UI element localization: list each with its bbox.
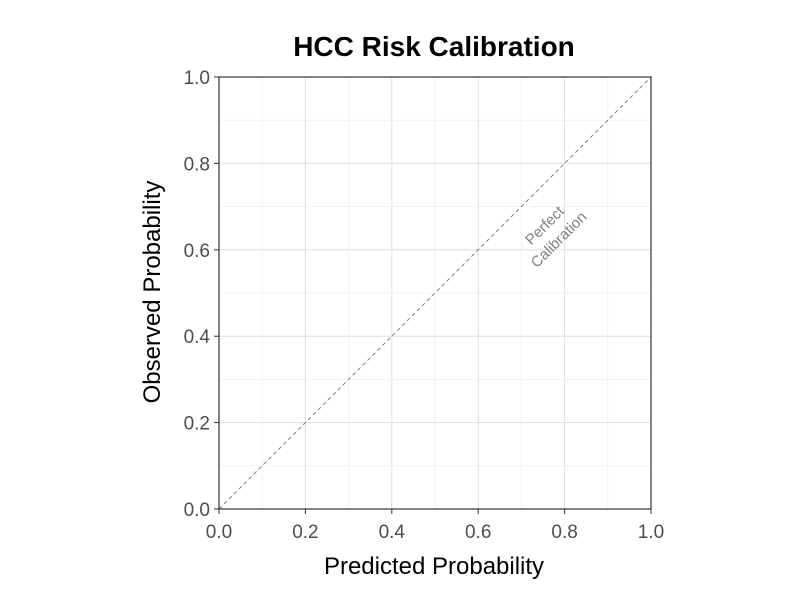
x-tick-label: 0.2 xyxy=(292,522,318,543)
perfect-calibration-line xyxy=(218,76,652,510)
y-tick-label: 1.0 xyxy=(184,68,210,89)
y-axis-label: Observed Probability xyxy=(139,181,166,404)
x-axis-label: Predicted Probability xyxy=(324,553,544,580)
y-tick-label: 0.8 xyxy=(184,154,210,175)
y-tick-label: 0.4 xyxy=(184,327,211,348)
x-tick-label: 1.0 xyxy=(638,522,664,543)
y-tick-label: 0.0 xyxy=(184,500,210,521)
axes: 0.0 0.2 0.4 0.6 0.8 1.0 0.0 0.2 0.4 0.6 0.8 1.0 xyxy=(184,68,665,543)
series-layer xyxy=(218,76,652,510)
y-tick-label: 0.6 xyxy=(184,241,210,262)
x-tick-label: 0.4 xyxy=(379,522,406,543)
chart-title: HCC Risk Calibration xyxy=(293,31,575,62)
y-tick-label: 0.2 xyxy=(184,414,210,435)
x-tick-label: 0.0 xyxy=(206,522,232,543)
x-tick-label: 0.6 xyxy=(465,522,491,543)
plot-panel-border xyxy=(218,76,652,510)
x-tick-label: 0.8 xyxy=(551,522,577,543)
